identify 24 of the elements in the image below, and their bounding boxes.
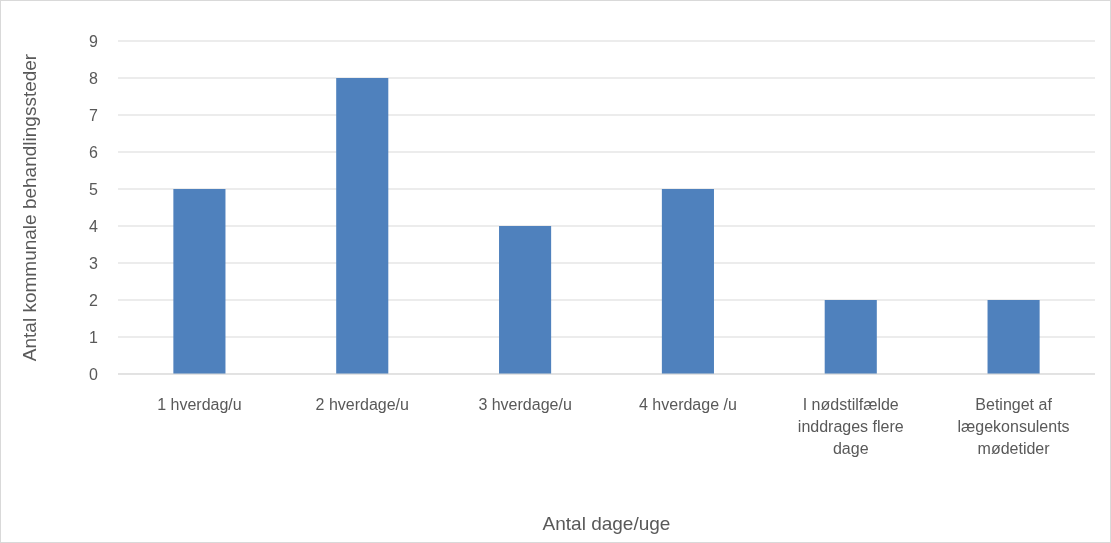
y-tick-label: 6 (89, 143, 99, 161)
x-axis-title: Antal dage/uge (542, 513, 671, 534)
y-tick-label: 2 (89, 291, 99, 309)
y-tick-label: 5 (89, 180, 99, 198)
bar (824, 300, 877, 374)
y-tick-label: 1 (89, 328, 99, 346)
bar (987, 300, 1040, 374)
y-tick-label: 7 (89, 106, 99, 124)
x-tick-label: 4 hverdage /u (638, 396, 737, 413)
y-tick-label: 0 (89, 365, 99, 383)
y-tick-label: 8 (89, 69, 99, 87)
y-tick-label: 4 (89, 217, 99, 235)
bar (499, 226, 552, 374)
y-tick-label: 3 (89, 254, 99, 272)
bar (336, 78, 389, 374)
x-tick-label: I nødstilfælde inddrages flere dage (797, 396, 904, 457)
y-axis-title: Antal kommunale behandlingssteder (19, 53, 40, 362)
x-tick-label: Betinget af lægekonsulents mødetider (957, 396, 1070, 457)
y-tick-label: 9 (89, 32, 99, 50)
x-tick-label: 3 hverdage/u (478, 396, 572, 413)
bar (173, 189, 226, 374)
x-tick-label: 2 hverdage/u (315, 396, 409, 413)
x-tick-label: 1 hverdag/u (157, 396, 242, 413)
bar (661, 189, 714, 374)
